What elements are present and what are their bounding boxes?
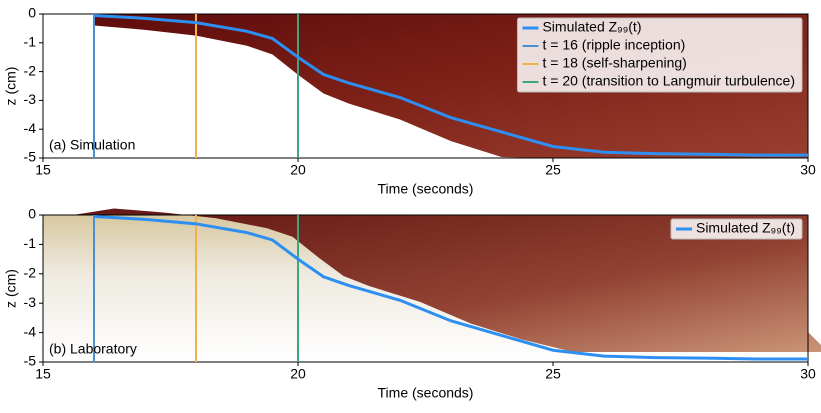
x-tick-label: 30: [800, 366, 816, 382]
data-line: [93, 13, 808, 157]
y-axis-label: z (cm): [3, 269, 19, 308]
annotation: (a) Simulation: [49, 137, 135, 153]
y-tick-label: -1: [24, 34, 37, 50]
legend-label: Simulated Z₉₉(t): [696, 220, 795, 236]
x-tick-label: 25: [545, 366, 561, 382]
legend-box: [670, 218, 803, 240]
legend: Simulated Z₉₉(t): [670, 218, 803, 240]
y-axis-label: z (cm): [3, 67, 19, 106]
legend-box: [516, 17, 803, 93]
legend-label: t = 16 (ripple inception): [542, 37, 685, 53]
plot-frame: [42, 13, 809, 159]
y-tick-label: -5: [24, 353, 37, 369]
x-axis-label: Time (seconds): [378, 385, 474, 401]
legend: Simulated Z₉₉(t) t = 16 (ripple inception…: [516, 17, 803, 93]
x-axis-label: Time (seconds): [378, 181, 474, 197]
y-tick-label: -1: [24, 235, 37, 251]
legend-label: t = 20 (transition to Langmuir turbulenc…: [542, 73, 795, 89]
x-tick-label: 25: [545, 162, 561, 178]
y-tick-label: -5: [24, 149, 37, 165]
y-tick-label: -3: [24, 294, 37, 310]
annotation: (b) Laboratory: [49, 341, 137, 357]
x-tick-label: 15: [35, 162, 51, 178]
y-tick-label: 0: [28, 206, 36, 222]
y-tick-label: -3: [24, 91, 37, 107]
plot-frame: [42, 214, 809, 363]
legend-label: t = 18 (self-sharpening): [542, 55, 686, 71]
x-tick-label: 30: [800, 162, 816, 178]
heatmap: [73, 208, 821, 352]
y-tick-label: -2: [24, 265, 37, 281]
y-tick-label: -4: [24, 323, 37, 339]
data-line: [93, 214, 808, 361]
y-tick-label: -4: [24, 120, 37, 136]
y-tick-label: 0: [28, 5, 36, 21]
x-tick-label: 15: [35, 366, 51, 382]
x-tick-label: 20: [290, 162, 306, 178]
legend-label: Simulated Z₉₉(t): [542, 19, 641, 35]
x-tick-label: 20: [290, 366, 306, 382]
y-tick-label: -2: [24, 62, 37, 78]
